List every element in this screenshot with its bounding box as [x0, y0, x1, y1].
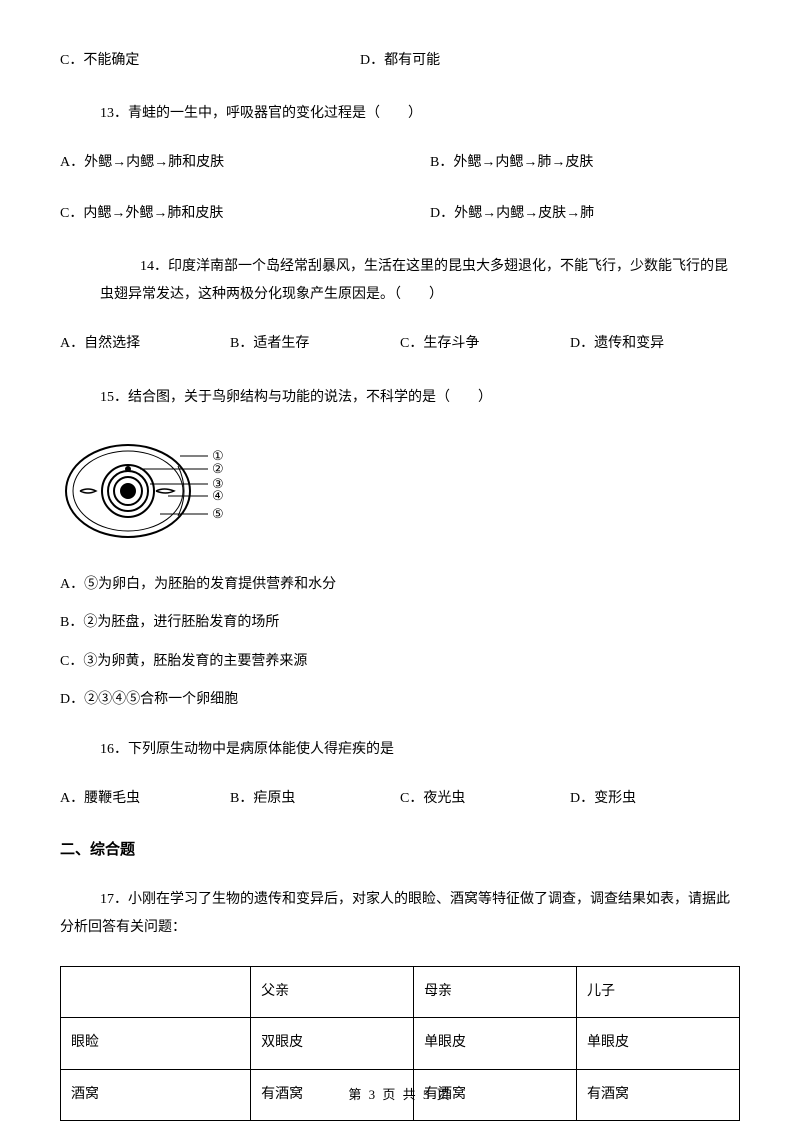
page-footer: 第 3 页 共 5 页: [60, 1085, 740, 1106]
row-eyelid-mother: 单眼皮: [414, 1018, 577, 1069]
q12-options-cd: C．不能确定 D．都有可能: [60, 50, 740, 72]
q14-opt-d: D．遗传和变异: [570, 333, 740, 355]
egg-svg: ① ② ③ ④ ⑤: [60, 436, 240, 546]
q16-opt-b: B．疟原虫: [230, 788, 400, 810]
q16-opt-d: D．变形虫: [570, 788, 740, 810]
q12-opt-c: C．不能确定: [60, 50, 360, 72]
q13-options-ab: A．外鳃→内鳃→肺和皮肤 B．外鳃→内鳃→肺→皮肤: [60, 152, 740, 174]
q14-opt-a: A．自然选择: [60, 333, 230, 355]
q16-options: A．腰鞭毛虫 B．疟原虫 C．夜光虫 D．变形虫: [60, 788, 740, 810]
egg-diagram: ① ② ③ ④ ⑤: [60, 436, 740, 554]
q14-opt-b: B．适者生存: [230, 333, 400, 355]
q14-stem-text: 14．印度洋南部一个岛经常刮暴风，生活在这里的昆虫大多翅退化，不能飞行，少数能飞…: [100, 259, 728, 302]
table-row: 眼睑 双眼皮 单眼皮 单眼皮: [61, 1018, 740, 1069]
q15-opt-a: A．⑤为卵白，为胚胎的发育提供营养和水分: [60, 574, 740, 596]
section-2-title: 二、综合题: [60, 838, 740, 862]
q15-opt-c: C．③为卵黄，胚胎发育的主要营养来源: [60, 651, 740, 673]
q15-stem: 15．结合图，关于鸟卵结构与功能的说法，不科学的是（ ）: [60, 384, 740, 412]
q17-stem-wrap: 17．小刚在学习了生物的遗传和变异后，对家人的眼睑、酒窝等特征做了调查，调查结果…: [60, 886, 740, 942]
q16-opt-a: A．腰鞭毛虫: [60, 788, 230, 810]
q16-stem: 16．下列原生动物中是病原体能使人得疟疾的是: [60, 736, 740, 764]
q15-opt-d: D．②③④⑤合称一个卵细胞: [60, 689, 740, 711]
egg-label-4: ④: [212, 488, 224, 503]
q15-opt-b: B．②为胚盘，进行胚胎发育的场所: [60, 612, 740, 634]
q16-opt-c: C．夜光虫: [400, 788, 570, 810]
q13-stem: 13．青蛙的一生中，呼吸器官的变化过程是（ ）: [60, 100, 740, 128]
q17-stem: 17．小刚在学习了生物的遗传和变异后，对家人的眼睑、酒窝等特征做了调查，调查结果…: [60, 886, 740, 942]
q13-opt-a: A．外鳃→内鳃→肺和皮肤: [60, 152, 430, 174]
th-son: 儿子: [577, 966, 740, 1017]
egg-label-5: ⑤: [212, 506, 224, 521]
th-blank: [61, 966, 251, 1017]
q14-opt-c: C．生存斗争: [400, 333, 570, 355]
table-row: 父亲 母亲 儿子: [61, 966, 740, 1017]
egg-label-2: ②: [212, 461, 224, 476]
q14-stem: 14．印度洋南部一个岛经常刮暴风，生活在这里的昆虫大多翅退化，不能飞行，少数能飞…: [100, 253, 740, 309]
th-mother: 母亲: [414, 966, 577, 1017]
row-eyelid-son: 单眼皮: [577, 1018, 740, 1069]
row-eyelid-label: 眼睑: [61, 1018, 251, 1069]
q13-opt-b: B．外鳃→内鳃→肺→皮肤: [430, 152, 593, 174]
q13-opt-c: C．内鳃→外鳃→肺和皮肤: [60, 203, 430, 225]
q14-options: A．自然选择 B．适者生存 C．生存斗争 D．遗传和变异: [60, 333, 740, 355]
th-father: 父亲: [251, 966, 414, 1017]
q12-opt-d: D．都有可能: [360, 50, 440, 72]
row-eyelid-father: 双眼皮: [251, 1018, 414, 1069]
q13-opt-d: D．外鳃→内鳃→皮肤→肺: [430, 203, 594, 225]
q13-options-cd: C．内鳃→外鳃→肺和皮肤 D．外鳃→内鳃→皮肤→肺: [60, 203, 740, 225]
